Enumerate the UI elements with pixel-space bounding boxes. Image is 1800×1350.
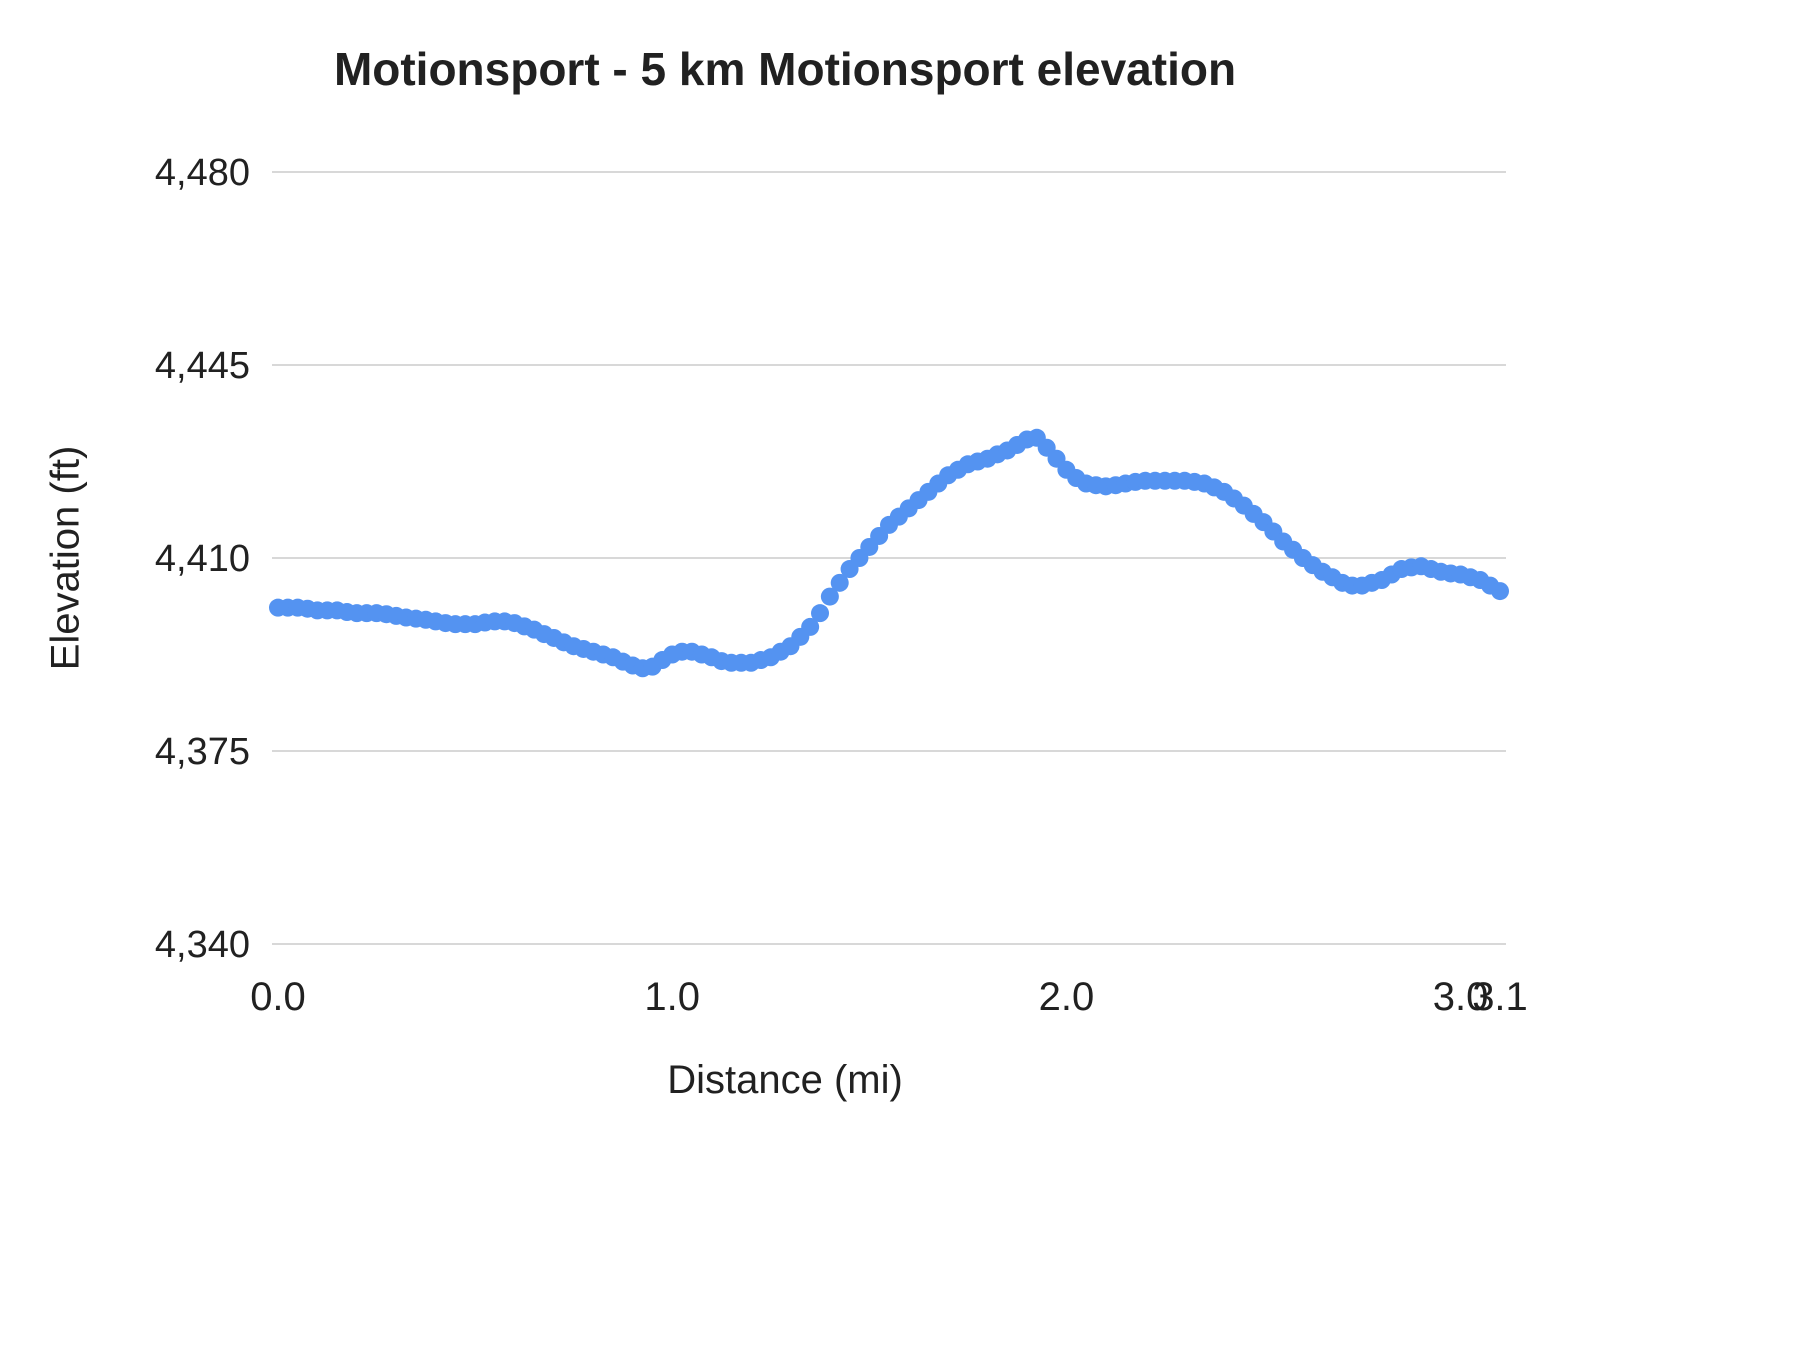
data-point [830, 573, 849, 592]
chart-title: Motionsport - 5 km Motionsport elevation [333, 43, 1237, 95]
x-tick-label: 3.0 [1433, 975, 1489, 1019]
y-tick-label: 4,375 [155, 731, 250, 773]
x-tick-label: 2.0 [1039, 975, 1095, 1019]
data-point [1491, 582, 1509, 601]
y-tick-label: 4,340 [155, 924, 250, 966]
y-tick-label: 4,480 [155, 152, 250, 194]
y-tick-label: 4,410 [155, 538, 250, 580]
x-tick-label: 1.0 [644, 975, 700, 1019]
y-tick-label: 4,445 [155, 345, 250, 387]
x-tick-label: 0.0 [250, 975, 306, 1019]
x-tick-label: 3.1 [1472, 975, 1528, 1019]
x-axis-title: Distance (mi) [667, 1058, 903, 1102]
data-point [820, 587, 839, 606]
data-point [811, 604, 830, 623]
data-point [801, 617, 820, 636]
